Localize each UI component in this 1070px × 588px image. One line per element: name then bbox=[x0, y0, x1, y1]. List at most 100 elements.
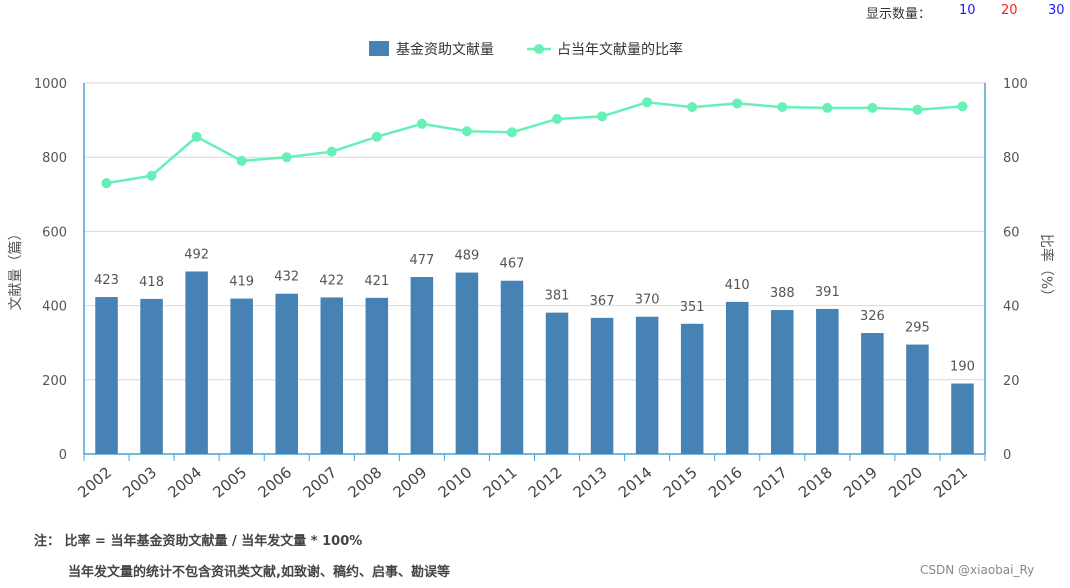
bar-value-label: 351 bbox=[680, 300, 705, 315]
bar bbox=[545, 312, 569, 454]
bar-value-label: 190 bbox=[950, 360, 975, 375]
bar-value-label: 423 bbox=[94, 273, 119, 288]
y-right-tick-label: 60 bbox=[1003, 225, 1020, 240]
y-left-tick-label: 800 bbox=[42, 151, 67, 166]
bar-value-label: 388 bbox=[770, 286, 795, 301]
y-left-tick-label: 600 bbox=[42, 225, 67, 240]
watermark: CSDN @xiaobai_Ry bbox=[920, 563, 1035, 577]
y-right-tick-label: 80 bbox=[1003, 151, 1020, 166]
y-left-tick-label: 200 bbox=[42, 374, 67, 389]
ratio-point bbox=[326, 146, 337, 157]
bar bbox=[365, 297, 389, 454]
bar bbox=[680, 323, 704, 454]
ratio-point bbox=[371, 131, 382, 142]
legend-bar-label: 基金资助文献量 bbox=[396, 41, 494, 58]
bar-value-label: 422 bbox=[319, 273, 344, 288]
bar-value-label: 421 bbox=[364, 274, 389, 289]
ratio-point bbox=[597, 111, 608, 122]
x-tick-label: 2018 bbox=[795, 463, 836, 501]
legend-line-label: 占当年文献量的比率 bbox=[557, 41, 683, 58]
bar-value-label: 367 bbox=[590, 294, 615, 309]
ratio-point bbox=[822, 102, 833, 113]
y-left-tick-label: 400 bbox=[42, 300, 67, 315]
ratio-point bbox=[912, 104, 923, 115]
ratio-point bbox=[687, 102, 698, 113]
bar bbox=[816, 308, 839, 454]
bar bbox=[410, 277, 434, 454]
bar-value-label: 432 bbox=[274, 270, 299, 285]
legend-bar-swatch bbox=[369, 41, 389, 56]
ratio-point bbox=[191, 131, 202, 142]
bar-value-label: 419 bbox=[229, 275, 254, 290]
footnote-exclusion-note: 当年发文量的统计不包含资讯类文献,如致谢、稿约、启事、勘误等 bbox=[68, 565, 450, 580]
page-size-selector: 显示数量： 10 20 30 bbox=[0, 0, 1070, 24]
bar-value-label: 492 bbox=[184, 247, 209, 262]
x-tick-label: 2009 bbox=[390, 463, 431, 501]
x-tick-label: 2017 bbox=[750, 463, 791, 501]
bar-value-label: 381 bbox=[545, 289, 570, 304]
bar bbox=[590, 317, 614, 454]
ratio-point bbox=[957, 101, 968, 112]
page-size-option-30[interactable]: 30 bbox=[1048, 3, 1065, 18]
ratio-point bbox=[236, 155, 247, 166]
x-tick-label: 2007 bbox=[300, 463, 341, 501]
legend-line-marker bbox=[534, 44, 544, 54]
bar-value-label: 295 bbox=[905, 321, 930, 336]
bar bbox=[771, 310, 794, 454]
ratio-point bbox=[101, 178, 112, 189]
y-left-axis-title: 文献量（篇） bbox=[8, 227, 24, 311]
bar bbox=[500, 280, 524, 454]
ratio-point bbox=[281, 152, 292, 163]
x-tick-label: 2006 bbox=[254, 463, 295, 501]
ratio-point bbox=[146, 170, 157, 181]
y-left-tick-label: 0 bbox=[59, 448, 67, 463]
bar bbox=[230, 298, 253, 454]
x-tick-label: 2010 bbox=[435, 463, 476, 501]
x-tick-label: 2021 bbox=[930, 463, 971, 501]
x-tick-label: 2003 bbox=[119, 463, 160, 501]
bar bbox=[455, 272, 479, 454]
page-size-option-10[interactable]: 10 bbox=[959, 3, 976, 18]
y-right-tick-label: 40 bbox=[1003, 300, 1020, 315]
y-right-axis-title: 比率（%） bbox=[1038, 234, 1055, 303]
bar-value-label: 418 bbox=[139, 275, 164, 290]
bar bbox=[635, 316, 659, 454]
x-tick-label: 2014 bbox=[615, 463, 656, 501]
x-tick-label: 2015 bbox=[660, 463, 701, 501]
bar-value-label: 467 bbox=[500, 257, 525, 272]
page-size-label: 显示数量： bbox=[866, 7, 932, 22]
x-tick-label: 2020 bbox=[885, 463, 926, 501]
bar bbox=[951, 383, 974, 454]
x-tick-label: 2019 bbox=[840, 463, 881, 501]
footnote-ratio-formula: 注： 比率 = 当年基金资助文献量 / 当年发文量 * 100% bbox=[34, 534, 363, 549]
ratio-point bbox=[552, 113, 563, 124]
bar-value-label: 391 bbox=[815, 285, 840, 300]
ratio-point bbox=[777, 102, 788, 113]
x-tick-label: 2002 bbox=[74, 463, 115, 501]
bar bbox=[140, 298, 163, 454]
y-left-tick-label: 1000 bbox=[34, 77, 67, 92]
x-tick-label: 2013 bbox=[570, 463, 611, 501]
x-tick-label: 2011 bbox=[480, 463, 521, 501]
ratio-point bbox=[732, 98, 743, 109]
bar bbox=[275, 293, 298, 454]
page-size-option-20[interactable]: 20 bbox=[1001, 3, 1018, 18]
ratio-point bbox=[867, 102, 878, 113]
x-tick-label: 2005 bbox=[209, 463, 250, 501]
bar bbox=[95, 297, 118, 454]
y-right-tick-label: 100 bbox=[1003, 77, 1028, 92]
bar bbox=[906, 344, 929, 454]
x-tick-label: 2008 bbox=[345, 463, 386, 501]
x-tick-label: 2016 bbox=[705, 463, 746, 501]
ratio-point bbox=[506, 127, 517, 138]
bar bbox=[185, 271, 208, 454]
ratio-point bbox=[642, 97, 653, 108]
y-right-tick-label: 20 bbox=[1003, 374, 1020, 389]
bar bbox=[725, 301, 749, 454]
bar-value-label: 489 bbox=[455, 249, 480, 264]
ratio-point bbox=[416, 118, 427, 129]
bar-value-label: 477 bbox=[409, 253, 434, 268]
bar bbox=[320, 297, 344, 454]
bar bbox=[861, 333, 884, 454]
bar-value-label: 326 bbox=[860, 309, 885, 324]
